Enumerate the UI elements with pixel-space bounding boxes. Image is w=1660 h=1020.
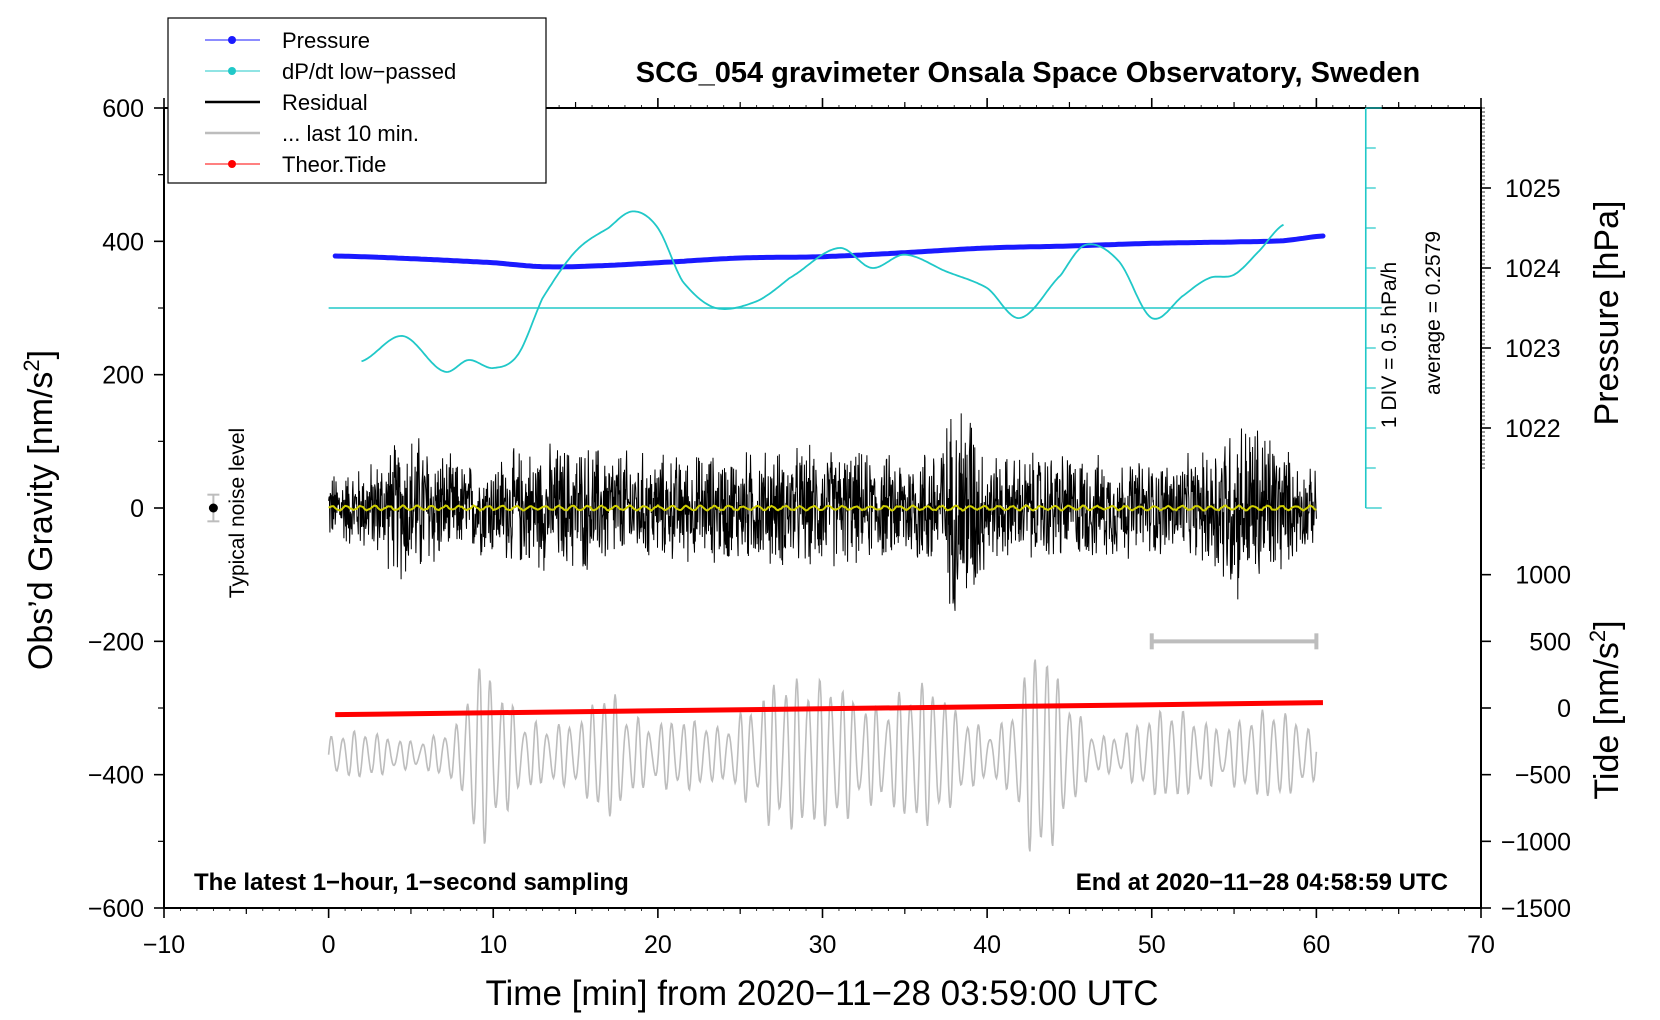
series-last-10-min	[327, 659, 1318, 852]
y-axis-label-tide: Tide [nm/s2]	[1585, 620, 1626, 799]
y-tick-labels-left: −600 −400 −200 0 200 400 600	[88, 95, 144, 923]
series-layer	[207, 210, 1366, 852]
bracket-division-label: 1 DIV = 0.5 hPa/h	[1378, 262, 1401, 428]
x-axis-label: Time [min] from 2020−11−28 03:59:00 UTC	[485, 974, 1158, 1013]
chart-title: SCG_054 gravimeter Onsala Space Observat…	[636, 57, 1420, 89]
x-tick-label: 30	[809, 931, 837, 959]
y-tick-label: −400	[88, 762, 144, 790]
tide-tick-label: −1500	[1501, 895, 1571, 923]
legend-label: Pressure	[282, 28, 370, 53]
tide-tick-label: 500	[1529, 628, 1571, 656]
tide-tick-label: −500	[1515, 762, 1571, 790]
x-tick-label: −10	[143, 931, 185, 959]
x-tick-label: 0	[322, 931, 336, 959]
y-tick-label: 0	[130, 495, 144, 523]
series-residual-smoothed	[328, 504, 1317, 512]
legend-label: ... last 10 min.	[282, 121, 419, 146]
y-tick-label: 600	[102, 95, 144, 123]
legend-marker	[228, 160, 236, 168]
y-axis-label-pressure: Pressure [hPa]	[1588, 201, 1626, 426]
series-dpdt	[361, 210, 1284, 373]
tide-tick-label: 0	[1557, 695, 1571, 723]
series-residual	[328, 413, 1317, 611]
tide-tick-labels: −1500 −1000 −500 0 500 1000	[1501, 562, 1571, 923]
annotation-end-time: End at 2020−11−28 04:58:59 UTC	[1076, 869, 1448, 896]
y-tick-label: −200	[88, 628, 144, 656]
noise-level-label: Typical noise level	[226, 428, 249, 598]
x-tick-label: 60	[1302, 931, 1330, 959]
y-axis-label-left: Obs’d Gravity [nm/s2]	[19, 350, 60, 670]
legend-marker	[228, 36, 236, 44]
series-theor-tide	[335, 700, 1323, 718]
x-tick-labels: −10 0 10 20 30 40 50 60 70	[143, 931, 1495, 959]
tide-tick-label: 1000	[1515, 562, 1571, 590]
tide-tick-label: −1000	[1501, 828, 1571, 856]
x-tick-label: 70	[1467, 931, 1495, 959]
legend-marker	[228, 67, 236, 75]
pressure-tick-label: 1022	[1505, 415, 1561, 443]
noise-marker	[208, 503, 218, 513]
y-tick-label: 400	[102, 228, 144, 256]
pressure-tick-label: 1025	[1505, 175, 1561, 203]
x-tick-label: 50	[1138, 931, 1166, 959]
legend-label: Theor.Tide	[282, 152, 386, 177]
x-tick-label: 40	[973, 931, 1001, 959]
series-pressure	[332, 233, 1326, 270]
legend: Pressure dP/dt low−passed Residual ... last…	[167, 17, 547, 184]
x-tick-label: 20	[644, 931, 672, 959]
average-label: average = 0.2579	[1422, 231, 1445, 395]
legend-label: Residual	[282, 90, 368, 115]
legend-box	[167, 17, 547, 184]
legend-entries: Pressure dP/dt low−passed Residual ... last…	[205, 28, 456, 177]
pressure-tick-label: 1024	[1505, 255, 1561, 283]
pressure-tick-labels: 1022 1023 1024 1025	[1505, 175, 1561, 443]
pressure-tick-label: 1023	[1505, 335, 1561, 363]
annotation-sampling: The latest 1−hour, 1−second sampling	[194, 869, 629, 896]
axis-ticks	[154, 98, 1491, 918]
x-tick-label: 10	[479, 931, 507, 959]
y-tick-label: −600	[88, 895, 144, 923]
y-tick-label: 200	[102, 362, 144, 390]
legend-label: dP/dt low−passed	[282, 59, 456, 84]
